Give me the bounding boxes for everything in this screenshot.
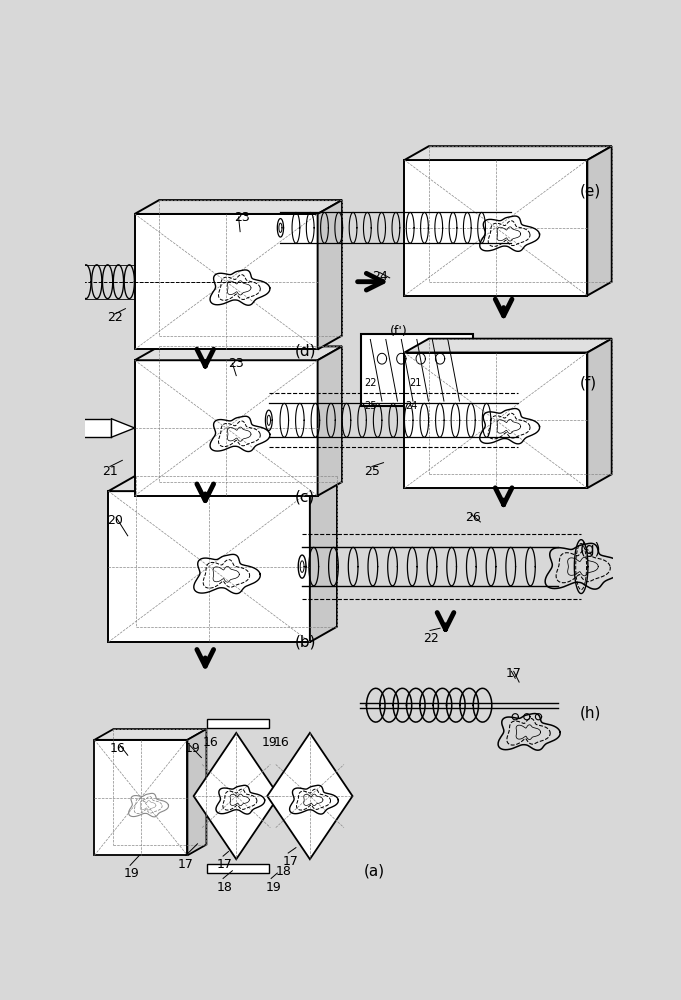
Polygon shape [405, 353, 587, 488]
Text: 18: 18 [217, 881, 233, 894]
Polygon shape [95, 729, 206, 740]
Polygon shape [135, 214, 317, 349]
Text: 25: 25 [364, 465, 380, 478]
Text: 21: 21 [102, 465, 118, 478]
Text: 22: 22 [423, 632, 439, 645]
Polygon shape [108, 476, 337, 491]
Text: (e): (e) [580, 183, 601, 198]
Text: 24: 24 [372, 270, 387, 283]
Text: 17: 17 [217, 858, 233, 871]
Text: (a): (a) [364, 863, 385, 878]
Polygon shape [310, 476, 337, 642]
Text: 23: 23 [229, 357, 244, 370]
Polygon shape [587, 146, 612, 296]
Text: 19: 19 [262, 736, 278, 749]
Text: 17: 17 [178, 858, 194, 871]
Polygon shape [405, 160, 587, 296]
Polygon shape [108, 491, 310, 642]
Polygon shape [187, 729, 206, 855]
FancyBboxPatch shape [361, 334, 473, 406]
Polygon shape [405, 339, 612, 353]
Text: 20: 20 [107, 514, 123, 527]
Text: 25: 25 [364, 401, 377, 411]
Polygon shape [112, 419, 135, 437]
Text: 19: 19 [124, 867, 140, 880]
Polygon shape [193, 733, 279, 859]
Polygon shape [317, 346, 342, 496]
Text: 16: 16 [203, 736, 219, 749]
Text: 23: 23 [234, 211, 250, 224]
Text: 17: 17 [283, 855, 299, 868]
Text: (c): (c) [294, 490, 315, 505]
FancyBboxPatch shape [34, 419, 112, 437]
Polygon shape [95, 740, 187, 855]
Text: 21: 21 [409, 378, 422, 388]
Text: 16: 16 [274, 736, 289, 749]
Text: 19: 19 [266, 881, 281, 894]
Text: 18: 18 [276, 865, 291, 878]
Text: (h): (h) [580, 705, 601, 720]
Text: 16: 16 [110, 742, 126, 755]
Polygon shape [405, 146, 612, 160]
Text: (b): (b) [294, 634, 316, 649]
Text: 17: 17 [505, 667, 521, 680]
Polygon shape [267, 733, 353, 859]
Polygon shape [135, 200, 342, 214]
Text: (g): (g) [580, 542, 601, 557]
FancyBboxPatch shape [207, 864, 269, 873]
Polygon shape [135, 346, 342, 360]
Text: 22: 22 [364, 378, 377, 388]
Text: (f): (f) [580, 376, 597, 391]
Polygon shape [587, 339, 612, 488]
Polygon shape [135, 360, 317, 496]
Text: (f'): (f') [390, 325, 407, 338]
Text: 22: 22 [107, 311, 123, 324]
Text: 26: 26 [465, 511, 481, 524]
Text: 19: 19 [185, 742, 200, 755]
Text: (d): (d) [294, 343, 316, 358]
FancyBboxPatch shape [207, 719, 269, 728]
Text: 24: 24 [405, 401, 417, 411]
Polygon shape [317, 200, 342, 349]
